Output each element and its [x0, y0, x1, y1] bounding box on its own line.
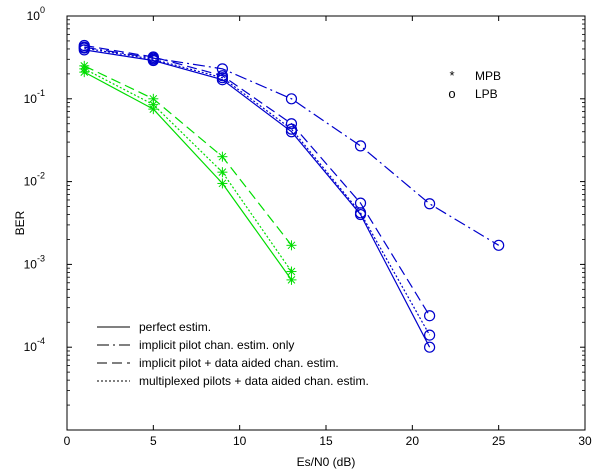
star-marker: [287, 276, 296, 284]
x-tick-label: 25: [492, 434, 506, 448]
x-tick-label: 15: [319, 434, 333, 448]
legend-line-label: multiplexed pilots + data aided chan. es…: [139, 374, 369, 388]
star-marker: [287, 267, 296, 276]
series-mpb-solid: [79, 67, 297, 285]
series-layer: [78, 39, 505, 353]
y-axis-label: BER: [13, 210, 27, 235]
y-tick-label: 10-2: [24, 171, 45, 189]
y-tick-exponent: -2: [37, 171, 45, 181]
circle-marker: [78, 39, 90, 52]
circle-marker: [285, 123, 298, 135]
series-line: [84, 44, 431, 317]
series-line: [84, 46, 500, 246]
circle-marker: [424, 329, 436, 341]
y-tick-base: 10: [24, 175, 38, 189]
x-tick-label: 0: [64, 434, 71, 448]
y-tick-exponent: -4: [37, 336, 45, 346]
series-lpb-dotted: [78, 42, 436, 341]
series-line: [84, 71, 292, 281]
y-tick-exponent: -1: [37, 88, 45, 98]
circle-marker: [216, 63, 228, 75]
y-tick-label: 10-1: [24, 88, 45, 106]
series-line: [84, 65, 292, 246]
series-line: [84, 47, 431, 336]
circle-marker: [354, 140, 367, 152]
star-marker: [149, 100, 158, 109]
plot-area: [66, 15, 586, 431]
y-tick-label: 100: [27, 5, 45, 23]
legend-marker-label: LPB: [475, 87, 498, 101]
y-tick-base: 10: [24, 340, 38, 354]
x-axis-label: Es/N0 (dB): [297, 455, 356, 469]
legend-line-label: perfect estim.: [139, 320, 211, 334]
star-marker: [80, 64, 89, 73]
series-line: [84, 49, 431, 348]
x-tick-label: 10: [233, 434, 247, 448]
circle-marker: [78, 42, 90, 54]
legend-marker-symbol: *: [449, 68, 454, 83]
legend-line-label: implicit pilot + data aided chan. estim.: [139, 356, 339, 370]
circle-marker: [216, 72, 228, 84]
circle-marker: [424, 310, 436, 322]
y-tick-exponent: -3: [37, 253, 45, 263]
star-marker: [218, 168, 227, 177]
marker-legend: * MPB o LPB: [448, 68, 501, 101]
circle-marker: [424, 198, 436, 210]
x-tick-label: 30: [578, 434, 592, 448]
y-tick-base: 10: [24, 92, 38, 106]
circle-marker: [424, 341, 436, 353]
star-marker: [218, 152, 227, 161]
y-tick-base: 10: [27, 9, 41, 23]
series-lpb-dashdot: [78, 41, 505, 251]
legend-marker-symbol: o: [448, 86, 455, 101]
x-tick-label: 5: [150, 434, 157, 448]
series-mpb-dotted: [79, 63, 297, 277]
series-lpb-solid: [78, 44, 436, 353]
x-tick-label: 20: [406, 434, 420, 448]
line-legend: perfect estim. implicit pilot chan. estim…: [97, 320, 369, 388]
legend-line-label: implicit pilot chan. estim. only: [139, 338, 294, 352]
star-marker: [287, 241, 296, 250]
y-tick-base: 10: [24, 257, 38, 271]
star-marker: [218, 179, 227, 188]
star-marker: [149, 94, 158, 103]
legend-marker-label: MPB: [475, 69, 501, 83]
y-tick-exponent: 0: [40, 5, 45, 15]
circle-marker: [285, 93, 298, 105]
circle-marker: [493, 239, 505, 251]
circle-marker: [285, 126, 298, 138]
circle-marker: [285, 118, 298, 130]
y-tick-label: 10-4: [24, 336, 45, 354]
circle-marker: [354, 207, 367, 219]
y-tick-label: 10-3: [24, 253, 45, 271]
circle-marker: [147, 53, 159, 65]
